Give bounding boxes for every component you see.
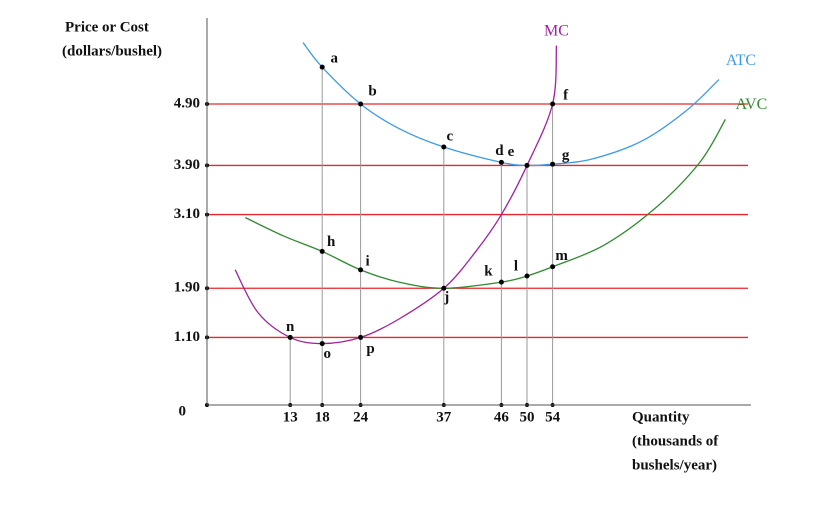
point-label: a <box>330 51 338 67</box>
y-tick-label: 1.90 <box>174 280 200 296</box>
cost-curve <box>234 45 558 345</box>
y-tick-label: 4.90 <box>174 95 200 111</box>
x-tick-label: 13 <box>283 409 298 425</box>
point <box>550 161 556 167</box>
point-label: b <box>368 83 376 99</box>
y-tick-label: 3.10 <box>174 206 200 222</box>
point-label: o <box>323 346 331 362</box>
point <box>319 341 325 347</box>
point <box>358 101 364 107</box>
point <box>358 334 364 340</box>
point-label: e <box>508 144 515 160</box>
point <box>441 285 447 291</box>
y-axis-label: (dollars/bushel) <box>62 43 162 59</box>
y-tick-label: 0 <box>179 403 187 419</box>
point <box>498 279 504 285</box>
y-tick-label: 3.90 <box>174 157 200 173</box>
x-tick-label: 46 <box>494 409 510 425</box>
x-axis-label: (thousands of <box>632 433 719 449</box>
point-label: j <box>443 290 449 306</box>
x-axis-label: bushels/year) <box>632 457 717 473</box>
point-label: p <box>366 341 374 357</box>
x-axis-label: Quantity <box>632 409 690 425</box>
series-label: AVC <box>736 96 768 113</box>
point <box>550 101 556 107</box>
point <box>319 248 325 254</box>
point <box>550 264 556 270</box>
point-label: c <box>446 128 453 144</box>
point-label: f <box>563 87 569 103</box>
point <box>498 159 504 165</box>
point-label: n <box>286 319 295 335</box>
point <box>524 162 530 168</box>
x-tick-label: 18 <box>315 409 330 425</box>
point-label: m <box>555 248 568 264</box>
point <box>319 64 325 70</box>
x-tick-label: 50 <box>520 409 535 425</box>
series-label: ATC <box>726 52 756 69</box>
point <box>287 334 293 340</box>
y-axis-label: Price or Cost <box>65 19 149 35</box>
point-label: d <box>495 143 504 159</box>
point <box>441 144 447 150</box>
x-tick-label: 54 <box>545 409 561 425</box>
point-label: h <box>327 234 336 250</box>
point-label: g <box>562 148 570 164</box>
point <box>524 273 530 279</box>
y-tick-label: 1.10 <box>174 329 200 345</box>
x-tick-label: 37 <box>436 409 452 425</box>
point-label: i <box>366 253 370 269</box>
point <box>358 267 364 273</box>
x-tick-label: 24 <box>353 409 369 425</box>
series-label: MC <box>544 22 569 39</box>
cost-curve <box>302 42 720 167</box>
point-label: k <box>484 264 493 280</box>
point-label: l <box>514 258 518 274</box>
